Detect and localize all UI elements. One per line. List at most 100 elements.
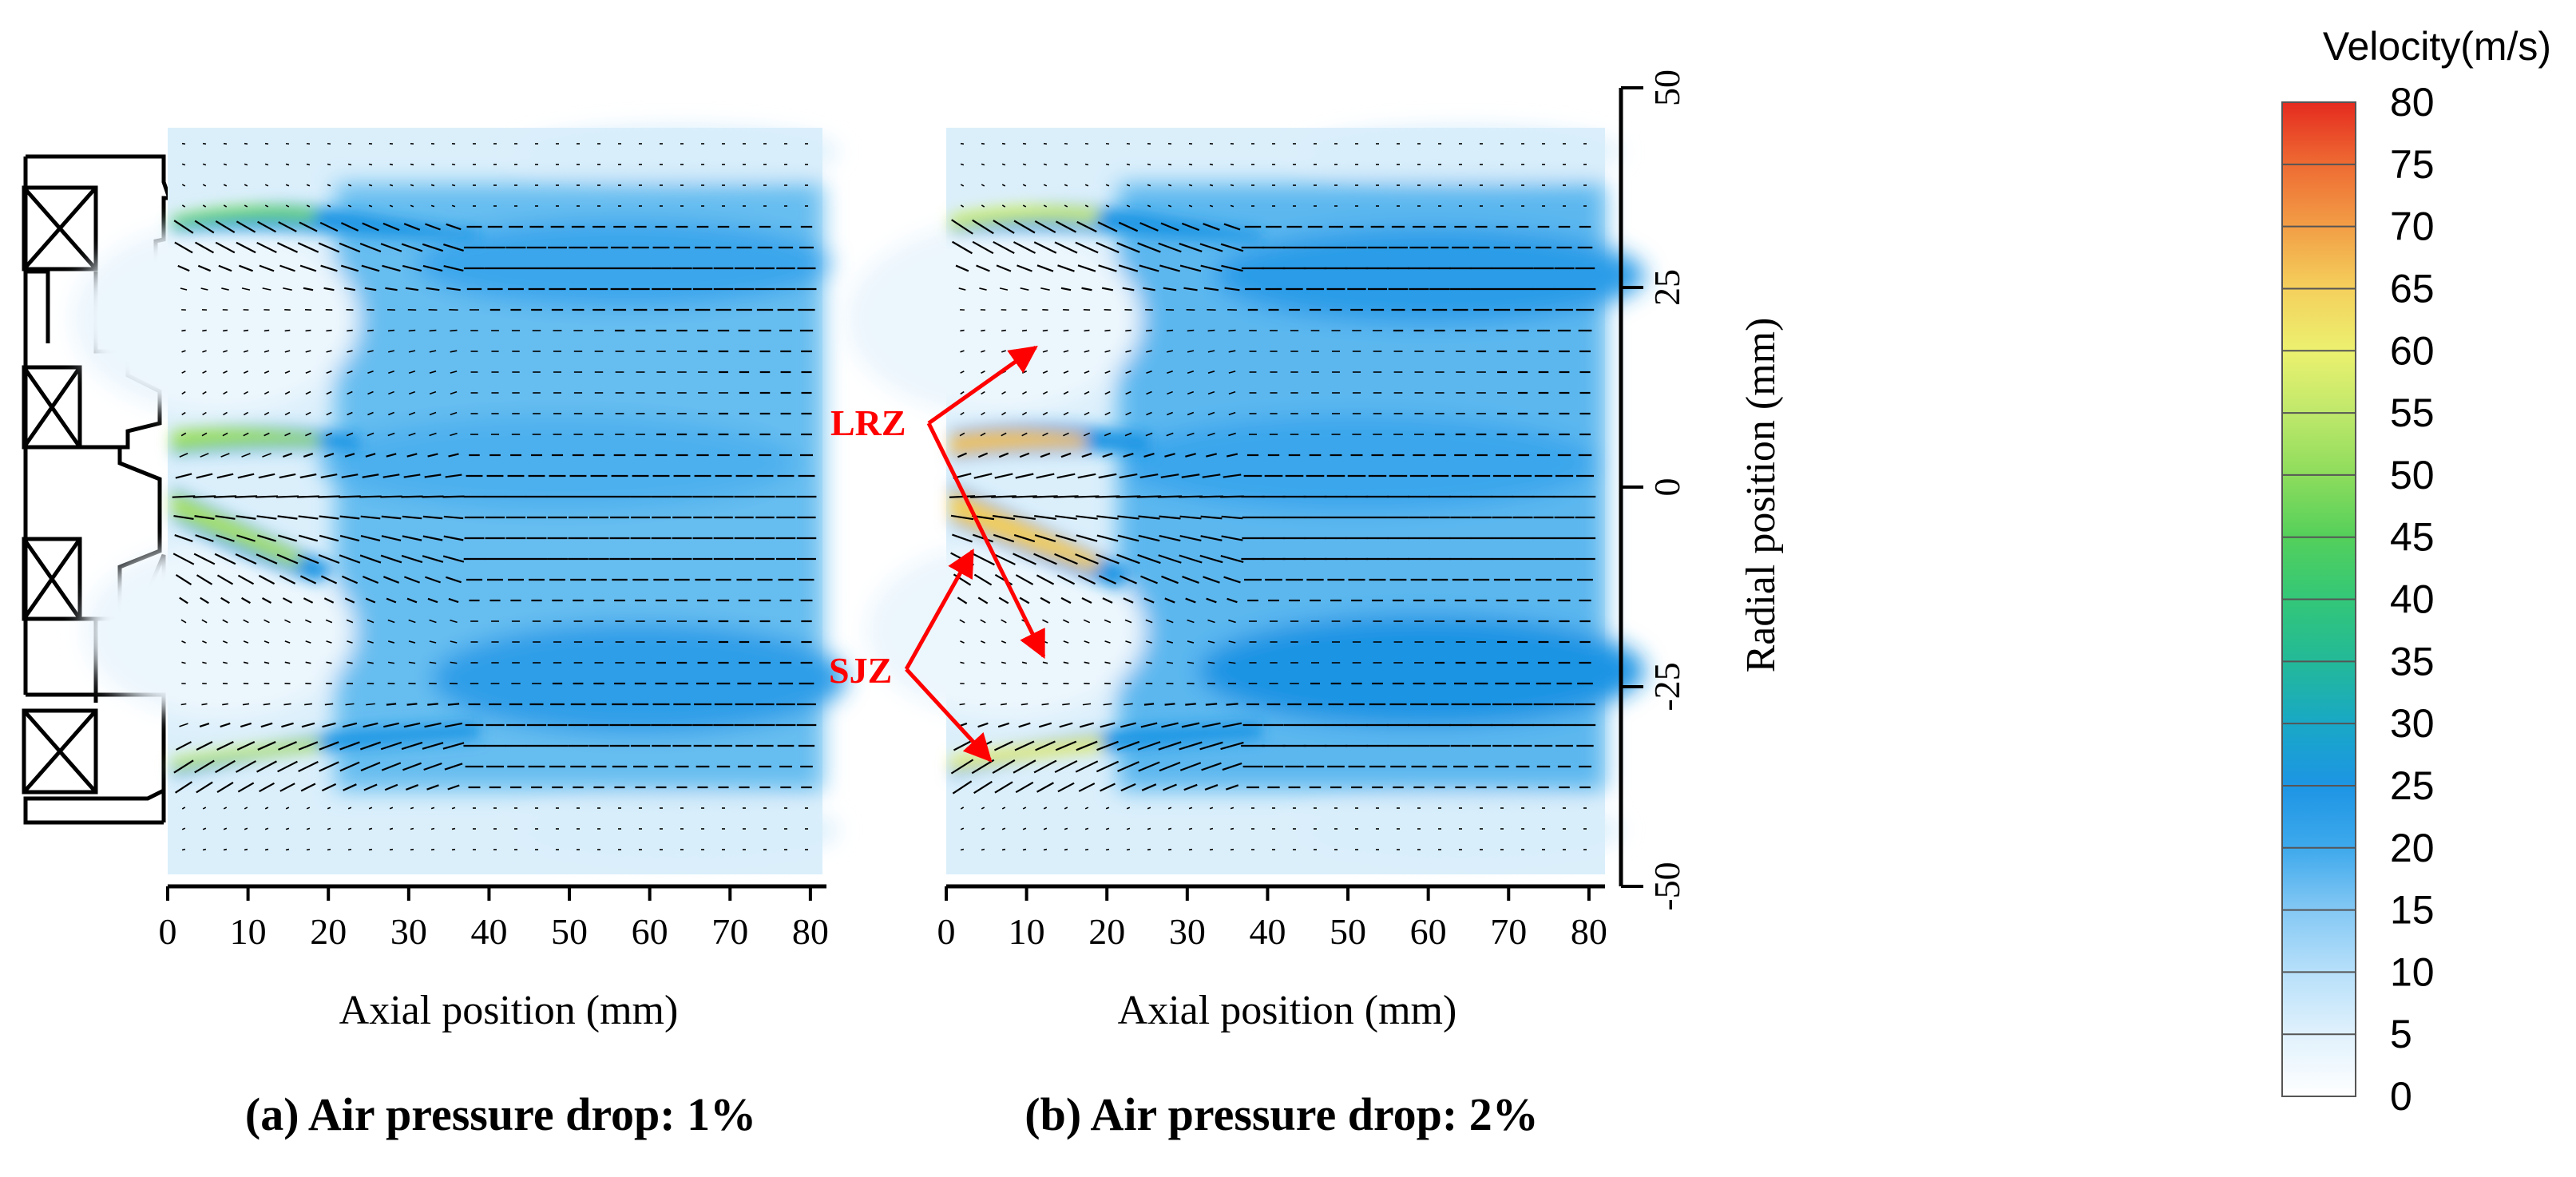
velocity-vector [1230, 827, 1234, 830]
velocity-vector [1147, 204, 1151, 208]
velocity-vector [401, 243, 423, 252]
panel-a-recirculation-lower [84, 543, 355, 719]
velocity-vector [343, 783, 357, 791]
velocity-vector [200, 453, 209, 458]
velocity-vector [305, 411, 311, 416]
velocity-vector [1141, 783, 1157, 791]
velocity-vector [339, 741, 360, 751]
velocity-vector [1100, 783, 1116, 792]
velocity-vector [381, 515, 402, 520]
velocity-vector [1124, 619, 1132, 624]
velocity-vector [284, 619, 291, 624]
velocity-vector [344, 453, 355, 458]
velocity-vector [427, 453, 438, 458]
velocity-vector [262, 453, 271, 458]
velocity-vector [1147, 184, 1151, 187]
velocity-vector [320, 575, 338, 585]
velocity-vector [380, 554, 402, 564]
colorbar-tick-label: 0 [2390, 1074, 2412, 1119]
velocity-vector [1188, 806, 1193, 810]
swirler-box [22, 708, 98, 795]
velocity-vector [347, 661, 353, 664]
velocity-vector [298, 534, 319, 542]
velocity-vector [1105, 204, 1110, 208]
velocity-vector [408, 350, 416, 353]
swirler-box [22, 185, 98, 271]
velocity-vector [403, 576, 421, 584]
velocity-vector [1055, 740, 1077, 751]
velocity-vector [1125, 640, 1131, 644]
velocity-vector [1001, 390, 1006, 395]
velocity-vector [257, 741, 276, 751]
velocity-vector [1063, 411, 1069, 416]
velocity-vector [323, 453, 335, 458]
velocity-vector [1207, 350, 1215, 353]
velocity-vector [234, 495, 258, 498]
velocity-vector [1123, 597, 1134, 604]
x-tick-label: 70 [1490, 911, 1527, 952]
velocity-vector [1137, 553, 1161, 565]
velocity-vector [1040, 596, 1051, 604]
colorbar-tick-label: 10 [2390, 949, 2435, 994]
velocity-vector [981, 640, 985, 644]
velocity-vector [362, 575, 379, 585]
velocity-vector [179, 596, 188, 604]
velocity-vector [1202, 474, 1221, 478]
velocity-vector [201, 703, 208, 706]
velocity-vector [327, 806, 331, 810]
velocity-vector [960, 204, 965, 208]
velocity-vector [367, 619, 375, 624]
velocity-vector [1166, 619, 1174, 624]
velocity-vector [1064, 204, 1068, 208]
velocity-vector [263, 703, 271, 706]
panel-a-jet-lower [172, 739, 319, 771]
velocity-vector [977, 452, 989, 458]
velocity-vector [389, 184, 394, 187]
velocity-vector [366, 703, 375, 706]
velocity-vector [1167, 163, 1172, 166]
velocity-vector [1206, 453, 1217, 458]
velocity-vector [367, 411, 374, 416]
velocity-vector [175, 574, 192, 585]
velocity-vector [1104, 390, 1111, 395]
velocity-vector [406, 703, 418, 706]
velocity-vector [368, 163, 373, 166]
velocity-vector [429, 371, 437, 374]
velocity-vector [347, 411, 353, 416]
velocity-vector [448, 597, 459, 604]
colorbar: Velocity(m/s) 0 5 10 15 20 25 30 35 40 45 50 55 60 65… [2281, 24, 2551, 1119]
velocity-vector [410, 827, 414, 830]
velocity-vector [175, 473, 192, 479]
panel-a-recirculation-upper [72, 224, 359, 415]
colorbar-tick-label: 5 [2390, 1012, 2412, 1056]
velocity-vector [1124, 432, 1132, 437]
velocity-vector [1020, 287, 1029, 291]
velocity-vector [1084, 827, 1089, 830]
velocity-vector [960, 350, 965, 353]
velocity-vector [424, 722, 442, 728]
x-tick-label: 60 [632, 911, 668, 952]
velocity-vector [1202, 722, 1221, 728]
velocity-vector [429, 661, 437, 664]
velocity-vector [443, 535, 464, 541]
velocity-vector [326, 390, 332, 395]
velocity-vector [1076, 740, 1098, 751]
velocity-vector [1143, 703, 1155, 706]
velocity-vector [1182, 576, 1199, 584]
velocity-vector [1126, 806, 1131, 810]
velocity-vector [980, 619, 986, 624]
swirler-box [22, 537, 82, 621]
velocity-vector [215, 220, 236, 234]
velocity-vector [202, 827, 207, 830]
velocity-vector [264, 661, 270, 664]
velocity-vector [980, 703, 986, 706]
velocity-vector [264, 350, 270, 353]
y-tick-label: 50 [1647, 69, 1687, 106]
velocity-vector [1064, 806, 1068, 810]
velocity-vector [237, 473, 255, 479]
velocity-vector [410, 806, 414, 810]
velocity-vector [181, 661, 186, 664]
velocity-vector [202, 350, 207, 353]
velocity-vector [979, 287, 987, 291]
velocity-vector [303, 597, 314, 604]
